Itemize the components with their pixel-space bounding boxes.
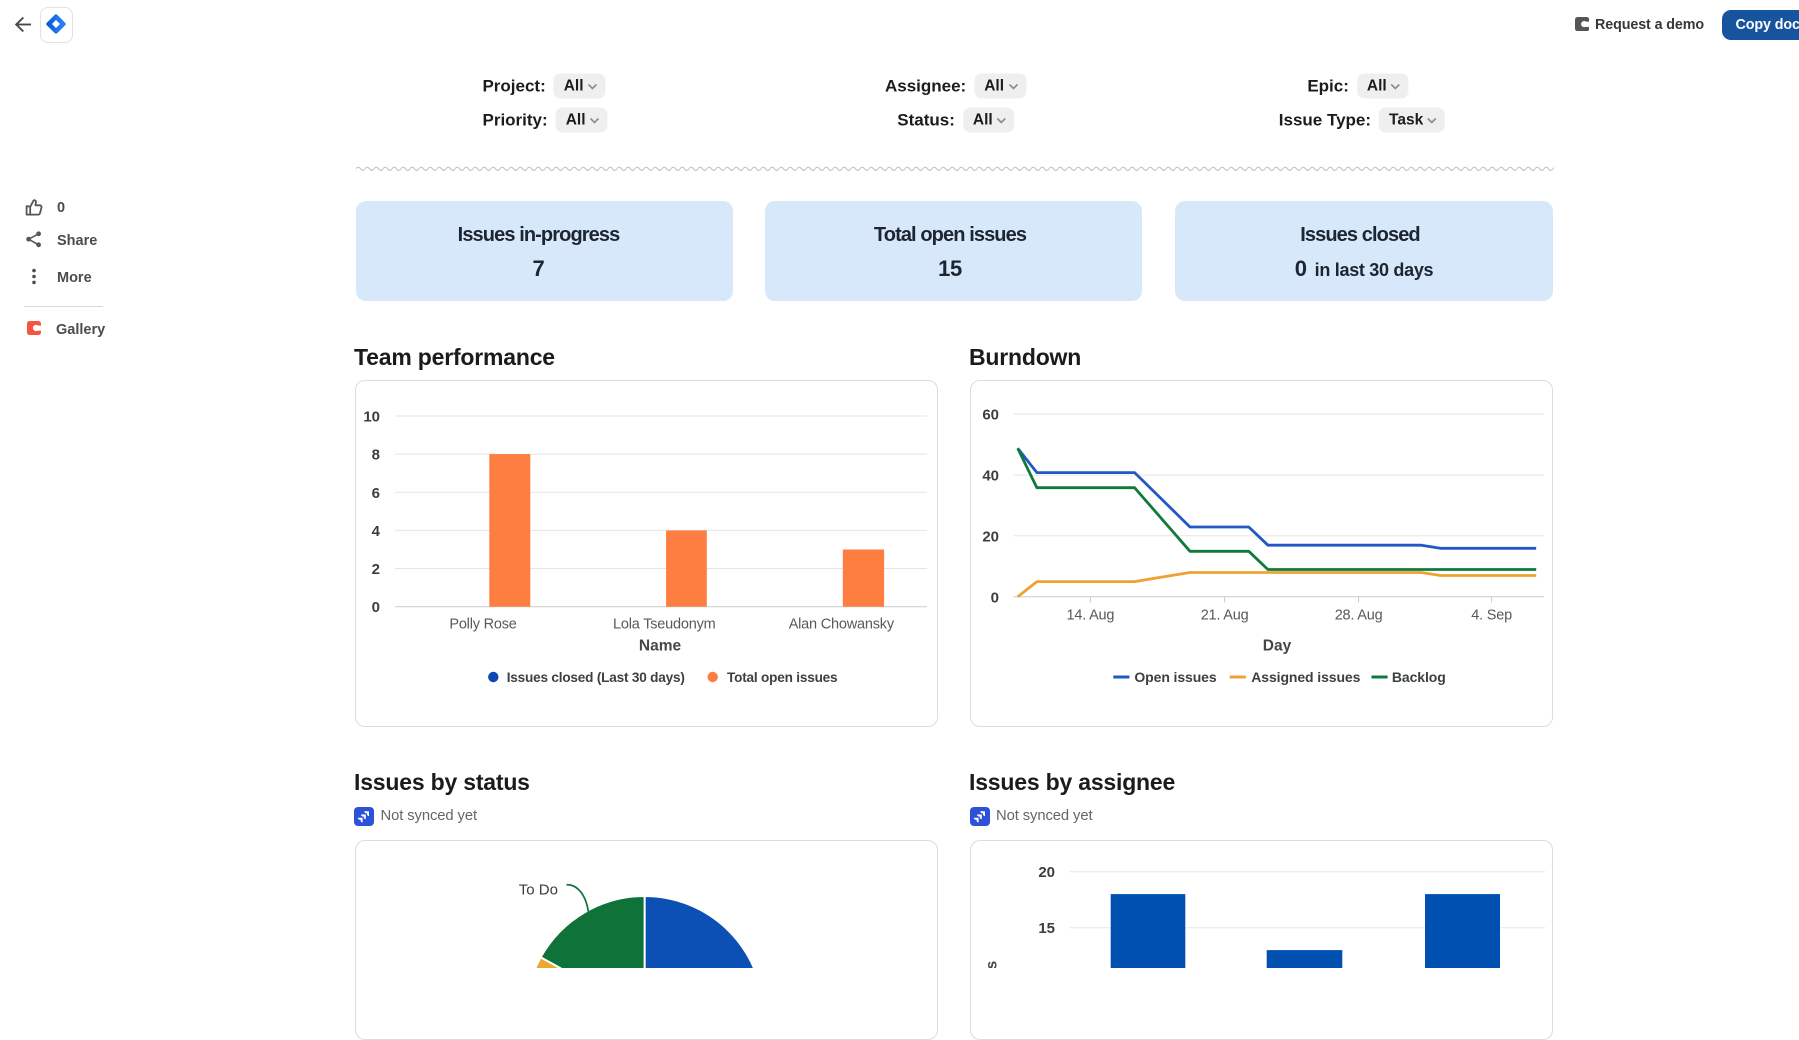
svg-text:8: 8 (372, 447, 380, 464)
svg-text:14. Aug: 14. Aug (1067, 608, 1115, 624)
svg-text:10: 10 (363, 409, 380, 426)
svg-text:Lola Tseudonym: Lola Tseudonym (613, 617, 716, 633)
svg-text:Backlog: Backlog (1392, 669, 1446, 685)
svg-text:40: 40 (982, 468, 999, 485)
svg-text:4. Sep: 4. Sep (1471, 608, 1512, 624)
svg-text:4: 4 (372, 523, 381, 540)
svg-text:Alan Chowansky: Alan Chowansky (789, 617, 895, 633)
svg-text:20: 20 (1038, 864, 1055, 881)
svg-text:Day: Day (1263, 638, 1292, 655)
svg-text:0: 0 (991, 589, 999, 606)
svg-text:28. Aug: 28. Aug (1335, 608, 1383, 624)
svg-text:Polly Rose: Polly Rose (449, 617, 516, 633)
svg-text:6: 6 (372, 485, 380, 502)
svg-text:To Do: To Do (519, 882, 558, 899)
svg-text:15: 15 (1038, 920, 1055, 937)
svg-text:Name: Name (639, 638, 682, 655)
svg-text:Open issues: Open issues (1134, 669, 1216, 685)
svg-text:60: 60 (982, 407, 999, 424)
svg-text:20: 20 (982, 528, 999, 545)
svg-text:0: 0 (372, 599, 380, 616)
svg-text:Total open issues: Total open issues (727, 670, 837, 685)
svg-text:Count of issues: Count of issues (984, 961, 1001, 968)
svg-text:21. Aug: 21. Aug (1201, 608, 1249, 624)
svg-text:2: 2 (372, 561, 380, 578)
svg-text:Issues closed (Last 30 days): Issues closed (Last 30 days) (507, 670, 685, 685)
svg-text:Assigned issues: Assigned issues (1251, 669, 1360, 685)
